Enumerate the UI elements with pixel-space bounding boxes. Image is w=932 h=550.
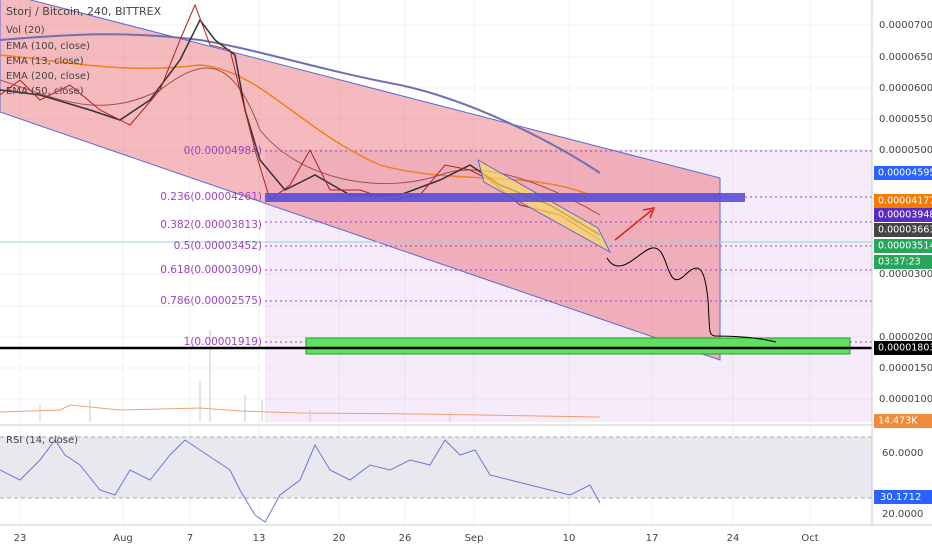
price-tag-label: 0.00004595: [878, 168, 932, 179]
price-tag: [874, 414, 932, 428]
price-tag-label: 0.00003663: [878, 225, 932, 236]
date-label: 23: [14, 533, 27, 544]
arrow-head: [642, 207, 656, 219]
date-label: 13: [253, 533, 266, 544]
date-label: 7: [187, 533, 193, 544]
rsi-band: [0, 437, 872, 498]
price-tag-label: 14.473K: [878, 416, 918, 427]
price-tag-label: 03:37:23: [878, 257, 921, 268]
indicator-label: EMA (50, close): [6, 86, 84, 97]
indicator-label: EMA (13, close): [6, 56, 84, 67]
date-label: 20: [333, 533, 346, 544]
rsi-title: RSI (14, close): [6, 435, 78, 446]
fib-label: 0.382(0.00003813): [160, 219, 262, 231]
price-tag: [874, 239, 932, 253]
date-label: 26: [399, 533, 412, 544]
price-tag: [874, 208, 932, 222]
labels: Storj / Bitcoin, 240, BITTREX Vol (20) EMA…: [6, 5, 932, 544]
support-zone: [305, 337, 851, 355]
price-tag: [874, 255, 932, 269]
fib-label: 0.5(0.00003452): [174, 240, 262, 252]
volume-bars: [39, 330, 451, 422]
bull-flag: [477, 158, 612, 254]
projection-path: [606, 247, 777, 343]
rsi-axis-label: 60.0000: [882, 448, 923, 459]
date-label: 17: [646, 533, 659, 544]
price-tag: [874, 166, 932, 180]
rsi-tag-label: 30.1712: [880, 492, 921, 503]
fib-label: 0.618(0.00003090): [160, 264, 262, 276]
indicator-label: EMA (100, close): [6, 41, 90, 52]
resistance-zone: [265, 193, 745, 202]
fib-label: 0(0.00004984): [184, 145, 262, 157]
ema-200: [0, 33, 601, 174]
arrow: [614, 209, 653, 241]
price-tag-label: 0.00003514: [878, 241, 932, 252]
price-tag-label: 0.00001803: [878, 343, 932, 354]
rsi-axis-label: 20.0000: [882, 509, 923, 520]
date-label: Oct: [801, 533, 818, 544]
fib-label: 1(0.00001919): [184, 336, 262, 348]
rsi-tag: [874, 490, 932, 504]
price-tag: [874, 341, 932, 355]
price-series: [0, 3, 601, 241]
ema-13: [0, 18, 601, 236]
price-tag-label: 0.00003948: [878, 210, 932, 221]
symbol-title: Storj / Bitcoin, 240, BITTREX: [6, 5, 162, 18]
date-label: Aug: [113, 533, 133, 544]
date-label: 24: [727, 533, 740, 544]
fib-label: 0.236(0.00004261): [160, 191, 262, 203]
price-tag: [874, 223, 932, 237]
price-tag-label: 0.00004177: [878, 196, 932, 207]
fib-label: 0.786(0.00002575): [160, 295, 262, 307]
rsi-line: [0, 439, 601, 523]
date-label: Sep: [465, 533, 484, 544]
date-label: 10: [563, 533, 576, 544]
indicator-label: EMA (200, close): [6, 71, 90, 82]
indicator-label: Vol (20): [6, 25, 45, 36]
price-tag: [874, 194, 932, 208]
